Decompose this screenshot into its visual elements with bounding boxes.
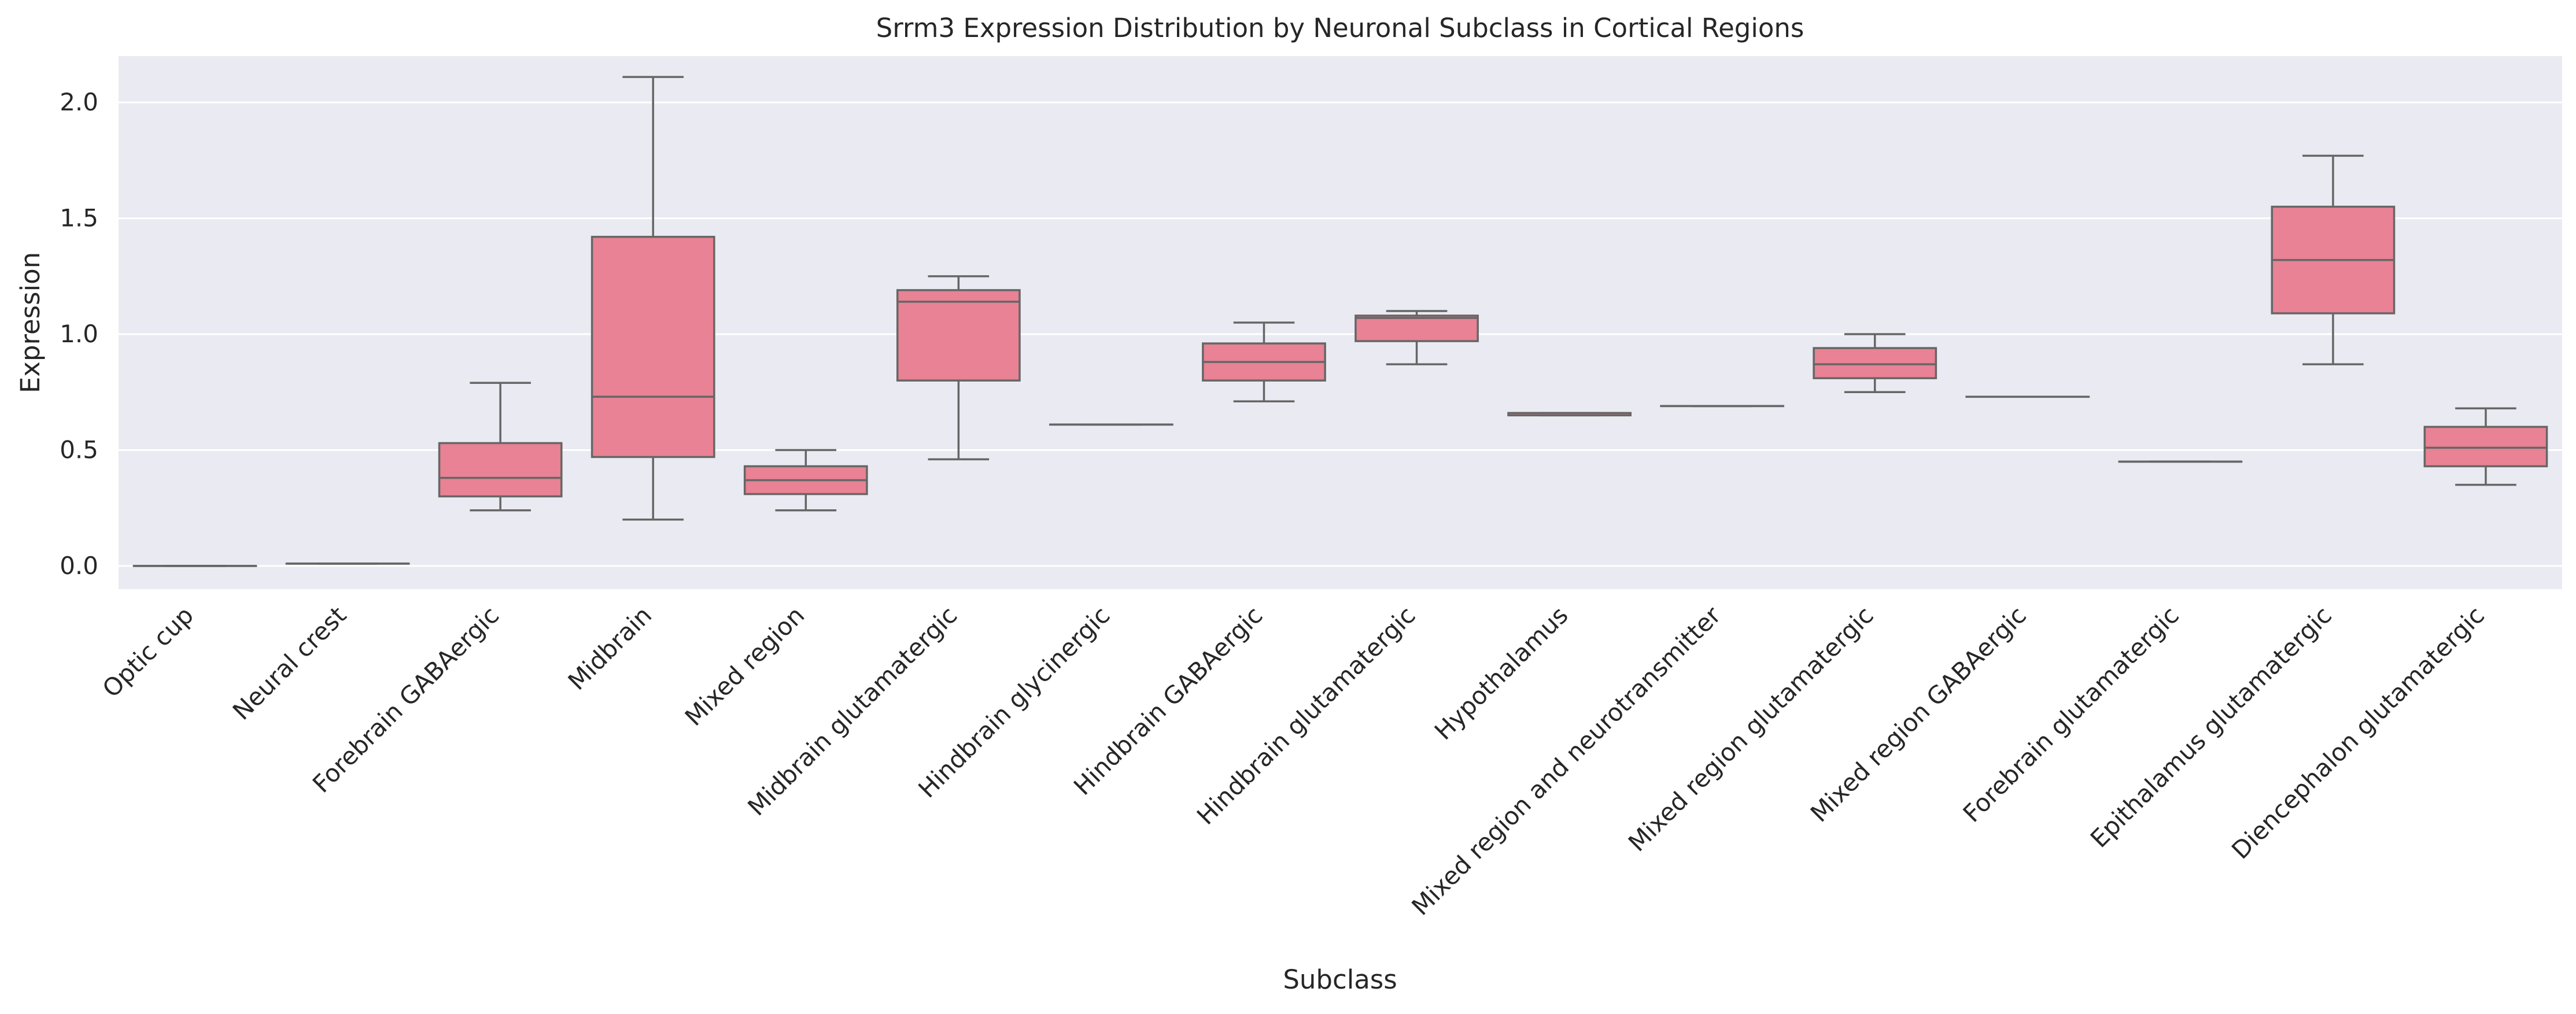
iqr-box [2423, 425, 2548, 468]
x-tick-label: Neural crest [227, 601, 352, 725]
x-tick-label: Optic cup [97, 601, 200, 703]
box-plot-group [1507, 412, 1632, 417]
box-plot-group [1355, 310, 1479, 365]
box-plot-group [591, 76, 715, 521]
x-tick-label: Diencephalon glutamatergic [2226, 601, 2490, 864]
y-tick-label: 0.0 [60, 552, 98, 580]
box-plot-group [743, 449, 868, 512]
plot-area [119, 56, 2562, 589]
x-tick-label: Hypothalamus [1429, 601, 1574, 745]
box-plot-group [1813, 333, 1937, 394]
iqr-box [1355, 314, 1479, 342]
box-plot-group [1202, 321, 1326, 403]
x-axis-label: Subclass [1283, 964, 1397, 995]
x-tick-label: Mixed region [680, 601, 810, 731]
iqr-box [896, 289, 1021, 382]
box-plot-group [2271, 154, 2396, 365]
iqr-box [591, 235, 715, 458]
y-tick-label: 1.0 [60, 320, 98, 348]
x-tick-label: Epithalamus glutamatergic [2085, 601, 2337, 853]
iqr-box [1813, 347, 1937, 379]
y-tick-label: 1.5 [60, 204, 98, 232]
box-plot-group [2423, 407, 2548, 486]
x-tick-label: Midbrain [563, 601, 658, 695]
x-tick-label: Mixed region and neurotransmitter [1406, 601, 1726, 921]
box-plot-group [896, 275, 1021, 461]
box-plots [132, 76, 2548, 567]
x-tick-label: Mixed region glutamatergic [1623, 601, 1879, 857]
y-axis-ticks: 0.0 0.5 1.0 1.5 2.0 [60, 88, 98, 580]
y-tick-label: 2.0 [60, 88, 98, 116]
chart-title: Srrm3 Expression Distribution by Neurona… [876, 13, 1804, 43]
y-tick-label: 0.5 [60, 435, 98, 464]
box-plot-group [438, 382, 563, 512]
iqr-box [438, 442, 563, 498]
y-axis-label: Expression [15, 252, 46, 393]
